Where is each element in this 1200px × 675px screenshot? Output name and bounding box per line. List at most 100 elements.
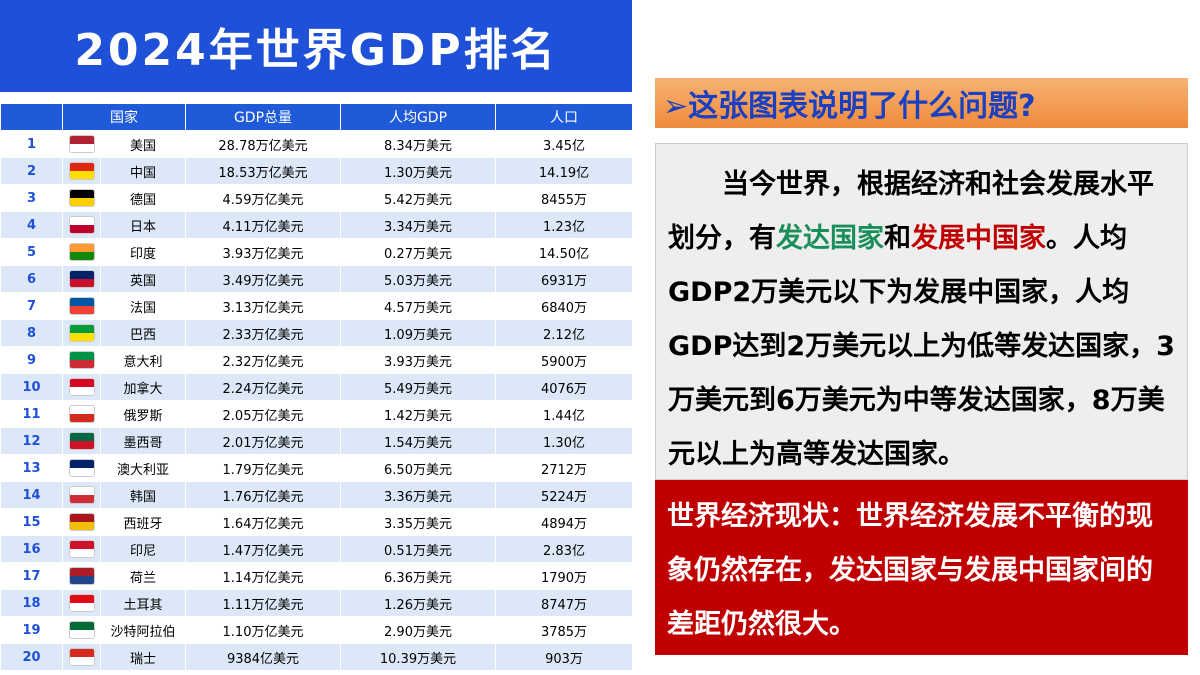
row: 7 法国 3.13万亿美元 4.57万美元 6840万 (0, 292, 633, 320)
cell: 墨西哥 (100, 427, 186, 455)
cell: 8747万 (495, 589, 633, 617)
cell: 德国 (100, 184, 186, 212)
flag (68, 405, 95, 423)
text: 。人均GDP2万美元以下为发展中国家，人均GDP达到2万美元以上为低等发达国家，… (668, 223, 1175, 470)
cell: 巴西 (100, 319, 186, 347)
flag-cell (62, 265, 101, 293)
cell: 瑞士 (100, 643, 186, 671)
rank: 4 (0, 211, 63, 239)
flag-cell (62, 400, 101, 428)
flag (68, 432, 95, 450)
text: 和 (884, 223, 911, 254)
flag-cell (62, 508, 101, 536)
flag (68, 216, 95, 234)
flag (68, 351, 95, 369)
cell: 日本 (100, 211, 186, 239)
flag (68, 270, 95, 288)
row: 20 瑞士 9384亿美元 10.39万美元 903万 (0, 643, 633, 671)
cell: 1.10万亿美元 (185, 616, 341, 644)
cell: 0.51万美元 (340, 535, 496, 563)
cell: 3.13万亿美元 (185, 292, 341, 320)
cell: 1790万 (495, 562, 633, 590)
row: 11 俄罗斯 2.05万亿美元 1.42万美元 1.44亿 (0, 400, 633, 428)
rank: 11 (0, 400, 63, 428)
flag-cell (62, 211, 101, 239)
flag-cell (62, 535, 101, 563)
conclusion-box: 世界经济现状：世界经济发展不平衡的现象仍然存在，发达国家与发展中国家间的差距仍然… (655, 480, 1188, 655)
row: 12 墨西哥 2.01万亿美元 1.54万美元 1.30亿 (0, 427, 633, 455)
rank: 10 (0, 373, 63, 401)
cell: 3.45亿 (495, 130, 633, 158)
row: 15 西班牙 1.64万亿美元 3.35万美元 4894万 (0, 508, 633, 536)
cell: 1.64万亿美元 (185, 508, 341, 536)
flag (68, 135, 95, 153)
explanation-box: 当今世界，根据经济和社会发展水平划分，有发达国家和发展中国家。人均GDP2万美元… (655, 143, 1188, 480)
cell: 5900万 (495, 346, 633, 374)
cell: 4.57万美元 (340, 292, 496, 320)
header-cell (0, 103, 63, 131)
flag-cell (62, 589, 101, 617)
cell: 2.90万美元 (340, 616, 496, 644)
cell: 1.09万美元 (340, 319, 496, 347)
cell: 10.39万美元 (340, 643, 496, 671)
cell: 5.03万美元 (340, 265, 496, 293)
highlight: 发展中国家 (911, 223, 1046, 254)
flag-cell (62, 319, 101, 347)
flag-cell (62, 562, 101, 590)
flag-cell (62, 130, 101, 158)
flag (68, 540, 95, 558)
flag (68, 324, 95, 342)
rank: 16 (0, 535, 63, 563)
row: 9 意大利 2.32万亿美元 3.93万美元 5900万 (0, 346, 633, 374)
rank: 6 (0, 265, 63, 293)
title-banner: 2024年世界GDP排名 (0, 0, 632, 92)
flag (68, 378, 95, 396)
row: 1 美国 28.78万亿美元 8.34万美元 3.45亿 (0, 130, 633, 158)
flag-cell (62, 292, 101, 320)
cell: 14.50亿 (495, 238, 633, 266)
row: 14 韩国 1.76万亿美元 3.36万美元 5224万 (0, 481, 633, 509)
cell: 美国 (100, 130, 186, 158)
cell: 14.19亿 (495, 157, 633, 185)
cell: 意大利 (100, 346, 186, 374)
cell: 1.79万亿美元 (185, 454, 341, 482)
flag-cell (62, 238, 101, 266)
cell: 4.11万亿美元 (185, 211, 341, 239)
cell: 1.23亿 (495, 211, 633, 239)
cell: 5.49万美元 (340, 373, 496, 401)
cell: 2.83亿 (495, 535, 633, 563)
flag (68, 621, 95, 639)
cell: 中国 (100, 157, 186, 185)
cell: 2712万 (495, 454, 633, 482)
cell: 6.36万美元 (340, 562, 496, 590)
cell: 8.34万美元 (340, 130, 496, 158)
row: 13 澳大利亚 1.79万亿美元 6.50万美元 2712万 (0, 454, 633, 482)
cell: 韩国 (100, 481, 186, 509)
row: 19 沙特阿拉伯 1.10万亿美元 2.90万美元 3785万 (0, 616, 633, 644)
cell: 2.24万亿美元 (185, 373, 341, 401)
rank: 18 (0, 589, 63, 617)
cell: 1.26万美元 (340, 589, 496, 617)
cell: 1.30万美元 (340, 157, 496, 185)
gdp-table: 国家 GDP总量 人均GDP 人口 1 美国 28.78万亿美元 8.34万美元 3.45亿 2… (0, 103, 633, 671)
cell: 3.93万美元 (340, 346, 496, 374)
rank: 17 (0, 562, 63, 590)
cell: 澳大利亚 (100, 454, 186, 482)
cell: 6931万 (495, 265, 633, 293)
rank: 20 (0, 643, 63, 671)
rank: 3 (0, 184, 63, 212)
cell: 8455万 (495, 184, 633, 212)
cell: 4.59万亿美元 (185, 184, 341, 212)
cell: 18.53万亿美元 (185, 157, 341, 185)
flag (68, 486, 95, 504)
cell: 1.42万美元 (340, 400, 496, 428)
rank: 8 (0, 319, 63, 347)
cell: 1.30亿 (495, 427, 633, 455)
row: 6 英国 3.49万亿美元 5.03万美元 6931万 (0, 265, 633, 293)
cell: 5224万 (495, 481, 633, 509)
rank: 15 (0, 508, 63, 536)
flag-cell (62, 643, 101, 671)
flag (68, 594, 95, 612)
cell: 4894万 (495, 508, 633, 536)
